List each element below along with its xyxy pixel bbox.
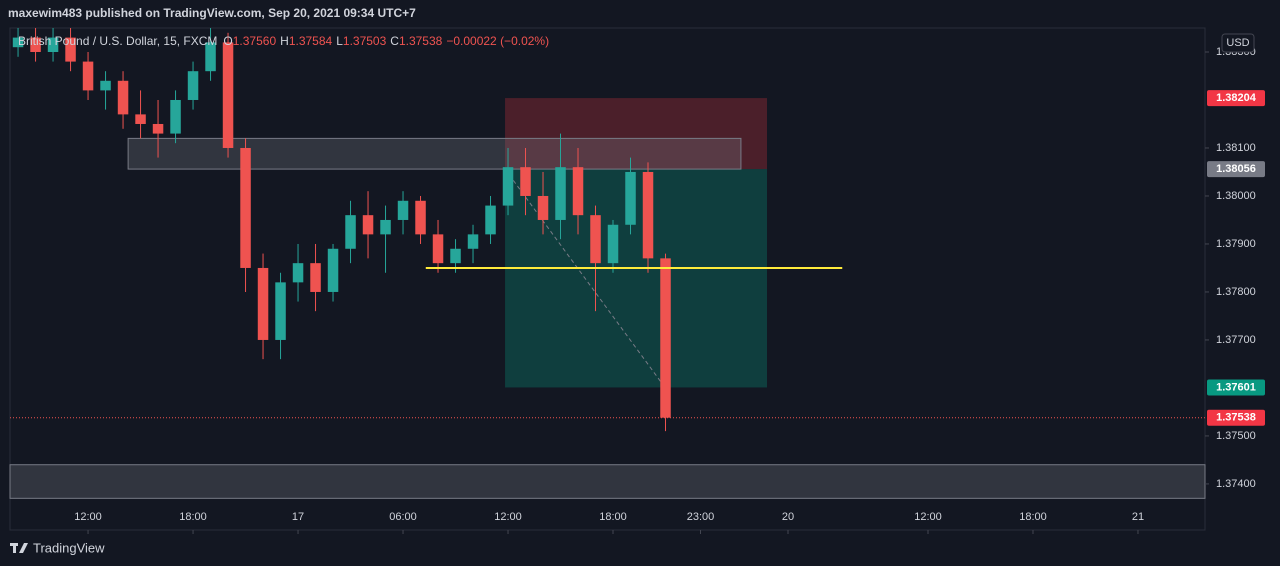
candle-body [12,37,24,48]
symbol: British Pound / U.S. Dollar, 15, FXCM [18,34,217,48]
candle-body [152,123,164,134]
ohlc-key: C [390,34,399,48]
candle-body [170,99,181,134]
ohlc-key: L [336,34,343,48]
axes: 1.383001.381001.380001.379001.378001.377… [74,46,1265,534]
candle-body [415,200,426,235]
x-tick-label: 12:00 [914,511,942,523]
ohlc-key: H [280,34,289,48]
ohlc-value: 1.37560 [233,34,277,48]
candle-body [135,114,146,124]
ohlc-value: 1.37538 [399,34,443,48]
candle-body [257,267,269,340]
candle-body [502,167,514,206]
y-tick-label: 1.38100 [1216,142,1256,154]
candle-body [450,248,461,264]
x-tick-label: 21 [1132,511,1144,523]
candle-body [485,205,496,235]
target-zone [505,169,768,388]
ohlc-value: 1.37584 [289,34,333,48]
candle-body [362,215,374,235]
candle-body [432,234,444,264]
price-label: 1.37601 [1216,381,1256,393]
candle-body [345,215,356,249]
candle-body [275,282,286,340]
candle-body [187,71,199,100]
x-tick-label: 18:00 [1019,511,1047,523]
price-label: 1.38056 [1216,163,1256,175]
x-tick-label: 12:00 [74,511,102,523]
price-label: 1.38204 [1216,92,1257,104]
symbol-legend: British Pound / U.S. Dollar, 15, FXCM O1.… [18,34,549,48]
candles [12,28,843,432]
ohlc-value: 1.37503 [343,34,387,48]
candle-body [380,219,391,235]
zones [9,98,1206,499]
candle-body [82,61,94,91]
candle-body [327,248,339,292]
currency: USD [1226,37,1249,49]
candle-body [205,42,216,72]
candle-body [520,167,531,196]
y-tick-label: 1.37500 [1216,430,1256,442]
logo [10,543,28,553]
x-tick-label: 18:00 [179,511,207,523]
plot-frame [9,27,1206,531]
lower-zone [9,464,1206,499]
candle-body [537,195,549,220]
candle-body [467,234,479,249]
y-tick-label: 1.37900 [1216,238,1256,250]
y-tick-label: 1.38000 [1216,190,1256,202]
change: −0.00022 (−0.02%) [446,34,549,48]
x-tick-label: 18:00 [599,511,627,523]
x-tick-label: 12:00 [494,511,522,523]
candle-body [397,200,409,220]
candle-body [310,263,321,292]
candle-body [65,37,76,62]
candle-body [117,80,129,115]
y-tick-label: 1.37700 [1216,334,1256,346]
candle-body [240,147,251,268]
candle-body [30,37,41,52]
candle-body [222,42,234,148]
currency-box [1221,33,1255,53]
price-label-box [1207,90,1265,107]
logo-part [19,543,28,553]
candle-body [590,215,601,264]
candle-body [660,258,671,418]
x-tick-label: 23:00 [687,511,715,523]
branding: TradingView [33,540,105,555]
x-tick-label: 17 [292,511,304,523]
candle-body [100,80,111,91]
candle-body [642,171,654,259]
y-tick-label: 1.37800 [1216,286,1256,298]
price-label-box [1207,409,1265,426]
stop-zone [505,98,768,170]
candle-body [625,171,636,225]
candle-body [555,167,566,220]
candle-body [572,167,584,216]
supply-zone [127,137,742,170]
price-label-box [1207,161,1265,178]
price-label: 1.37538 [1216,412,1256,424]
candle-body [607,224,619,264]
candle-body [47,37,59,52]
x-tick-label: 06:00 [389,511,417,523]
ohlc-key: O [223,34,232,48]
y-tick-label: 1.37400 [1216,478,1256,490]
publisher: maxewim483 published on TradingView.com,… [8,6,416,20]
logo-part [13,543,16,553]
price-label-box [1207,379,1265,396]
path-line [504,168,666,388]
candle-body [292,263,304,283]
x-tick-label: 20 [782,511,794,523]
